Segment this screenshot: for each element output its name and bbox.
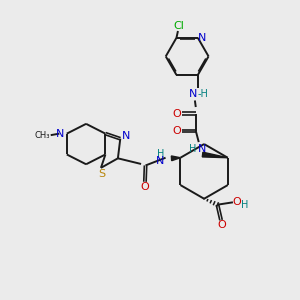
Text: N: N xyxy=(198,144,206,154)
Text: O: O xyxy=(232,197,241,207)
Text: N: N xyxy=(156,156,164,166)
Polygon shape xyxy=(202,152,228,158)
Text: O: O xyxy=(173,109,182,118)
Text: H: H xyxy=(189,144,196,154)
Text: N: N xyxy=(189,88,197,99)
Text: N: N xyxy=(198,33,206,43)
Text: Cl: Cl xyxy=(173,21,184,31)
Text: N: N xyxy=(122,131,130,141)
Text: CH₃: CH₃ xyxy=(35,131,50,140)
Text: S: S xyxy=(98,169,105,179)
Text: N: N xyxy=(56,129,64,139)
Text: O: O xyxy=(141,182,149,192)
Text: O: O xyxy=(217,220,226,230)
Text: H: H xyxy=(158,148,165,159)
Text: O: O xyxy=(173,126,182,136)
Text: H: H xyxy=(241,200,248,210)
Text: -H: -H xyxy=(197,88,208,99)
Polygon shape xyxy=(171,156,180,161)
